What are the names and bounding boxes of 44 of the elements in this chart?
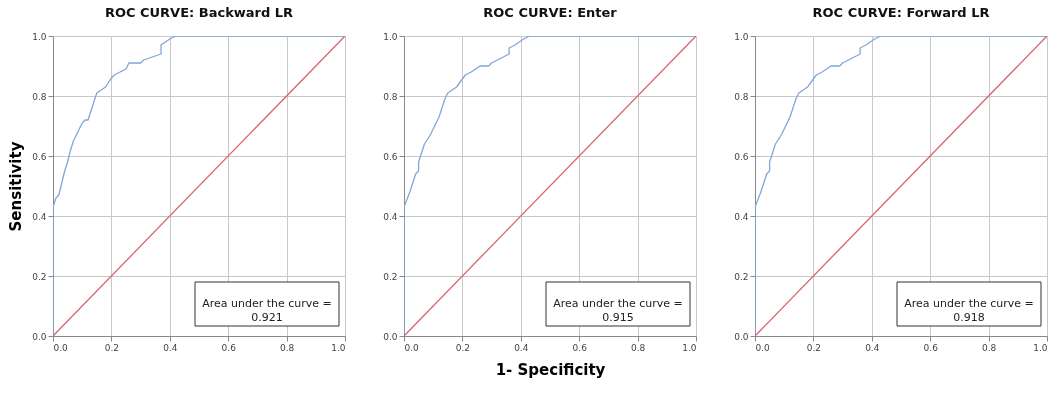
x-tick-label: 0.2	[806, 342, 822, 353]
y-tick-label: 0.4	[383, 211, 398, 222]
text: 0.0	[383, 331, 398, 342]
chart-title: ROC CURVE: Enter	[483, 5, 618, 20]
x-tick-label: 0.6	[923, 342, 939, 353]
text: 1.0	[1033, 342, 1048, 353]
y-axis-title: Sensitivity	[7, 141, 26, 232]
text: 1.0	[331, 342, 346, 353]
x-tick-label: 0.2	[455, 342, 471, 353]
text: 1.0	[682, 342, 697, 353]
y-tick-label: 0.6	[734, 151, 749, 162]
text: 0.0	[32, 331, 47, 342]
annotation: Area under the curve = 0.921	[202, 297, 332, 324]
x-tick-label: 0.8	[279, 342, 295, 353]
x-tick-label: 0.6	[572, 342, 588, 353]
y-tick-label: 0.2	[734, 271, 749, 282]
y-tick-label: 0.4	[32, 211, 47, 222]
y-tick-label: 0.8	[734, 91, 749, 102]
y-tick-label: 0.8	[383, 91, 398, 102]
text: 0.0	[734, 331, 749, 342]
y-tick-label: 0.8	[32, 91, 47, 102]
annotation: Area under the curve = 0.915	[553, 297, 683, 324]
text: 0.0	[404, 342, 419, 353]
chart-title: ROC CURVE: Backward LR	[104, 5, 294, 20]
x-tick-label: 0.4	[163, 342, 178, 353]
text: 0.0	[755, 342, 770, 353]
y-tick-label: 0.6	[32, 151, 47, 162]
annotation: Area under the curve = 0.918	[904, 297, 1034, 324]
text: 1.0	[32, 31, 47, 42]
y-tick-label: 0.2	[32, 271, 47, 282]
y-tick-label: 0.4	[734, 211, 749, 222]
chart-title: ROC CURVE: Forward LR	[812, 5, 990, 20]
text: 1.0	[734, 31, 749, 42]
y-tick-label: 0.6	[383, 151, 398, 162]
x-tick-label: 0.8	[630, 342, 646, 353]
x-tick-label: 0.4	[514, 342, 529, 353]
x-tick-label: 0.4	[865, 342, 880, 353]
text: 1.0	[383, 31, 398, 42]
x-tick-label: 0.2	[104, 342, 120, 353]
x-axis-title: 1- Specificity	[495, 360, 606, 379]
y-tick-label: 0.2	[383, 271, 398, 282]
x-tick-label: 0.8	[981, 342, 997, 353]
text: 0.0	[53, 342, 68, 353]
x-tick-label: 0.6	[221, 342, 237, 353]
